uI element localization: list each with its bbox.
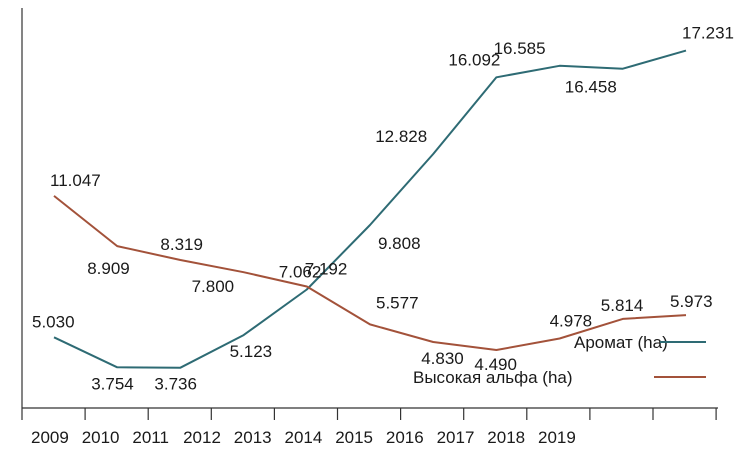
data-label: 8.319	[160, 235, 203, 254]
x-tick-label: 2019	[538, 428, 576, 447]
x-tick-label: 2016	[386, 428, 424, 447]
data-label: 3.754	[91, 374, 134, 393]
x-tick-label: 2009	[31, 428, 69, 447]
data-label: 5.577	[376, 293, 419, 312]
series-line-0	[53, 49, 687, 369]
legend-label: Высокая альфа (ha)	[413, 368, 573, 387]
data-label: 3.736	[154, 375, 197, 394]
data-label: 4.490	[474, 355, 517, 374]
x-tick-label: 2015	[335, 428, 373, 447]
data-label: 11.047	[50, 171, 101, 190]
series-line-1	[53, 195, 687, 351]
data-label: 5.973	[670, 292, 713, 311]
x-tick-label: 2017	[437, 428, 475, 447]
data-label: 12.828	[375, 127, 427, 146]
data-label: 16.092	[448, 50, 500, 69]
x-tick-label: 2012	[183, 428, 221, 447]
data-label: 4.830	[421, 349, 464, 368]
data-label: 7.192	[305, 260, 348, 279]
data-label: 4.978	[550, 312, 593, 331]
data-label: 7.062	[279, 263, 322, 282]
legend: Аромат (ha)Высокая альфа (ha)	[413, 333, 706, 387]
plot-area: 2009 2010 2011 2012 2013 2014 2015 2016 2017 2018…	[21, 8, 734, 447]
data-label: 9.808	[378, 234, 421, 253]
x-tick-label: 2014	[285, 428, 323, 447]
x-tick-label: 2018	[487, 428, 525, 447]
data-label: 5.814	[601, 296, 644, 315]
x-tick-label: 2010	[82, 428, 120, 447]
data-label: 16.585	[494, 39, 546, 58]
data-label: 16.458	[565, 78, 617, 97]
data-label: 17.231	[682, 24, 734, 43]
legend-label: Аромат (ha)	[574, 333, 668, 352]
data-label: 5.123	[230, 342, 273, 361]
data-label: 7.800	[192, 277, 235, 296]
data-label: 5.030	[32, 312, 75, 331]
data-label: 8.909	[87, 259, 130, 278]
x-tick-label: 2013	[234, 428, 272, 447]
x-tick-label: 2011	[132, 428, 169, 447]
